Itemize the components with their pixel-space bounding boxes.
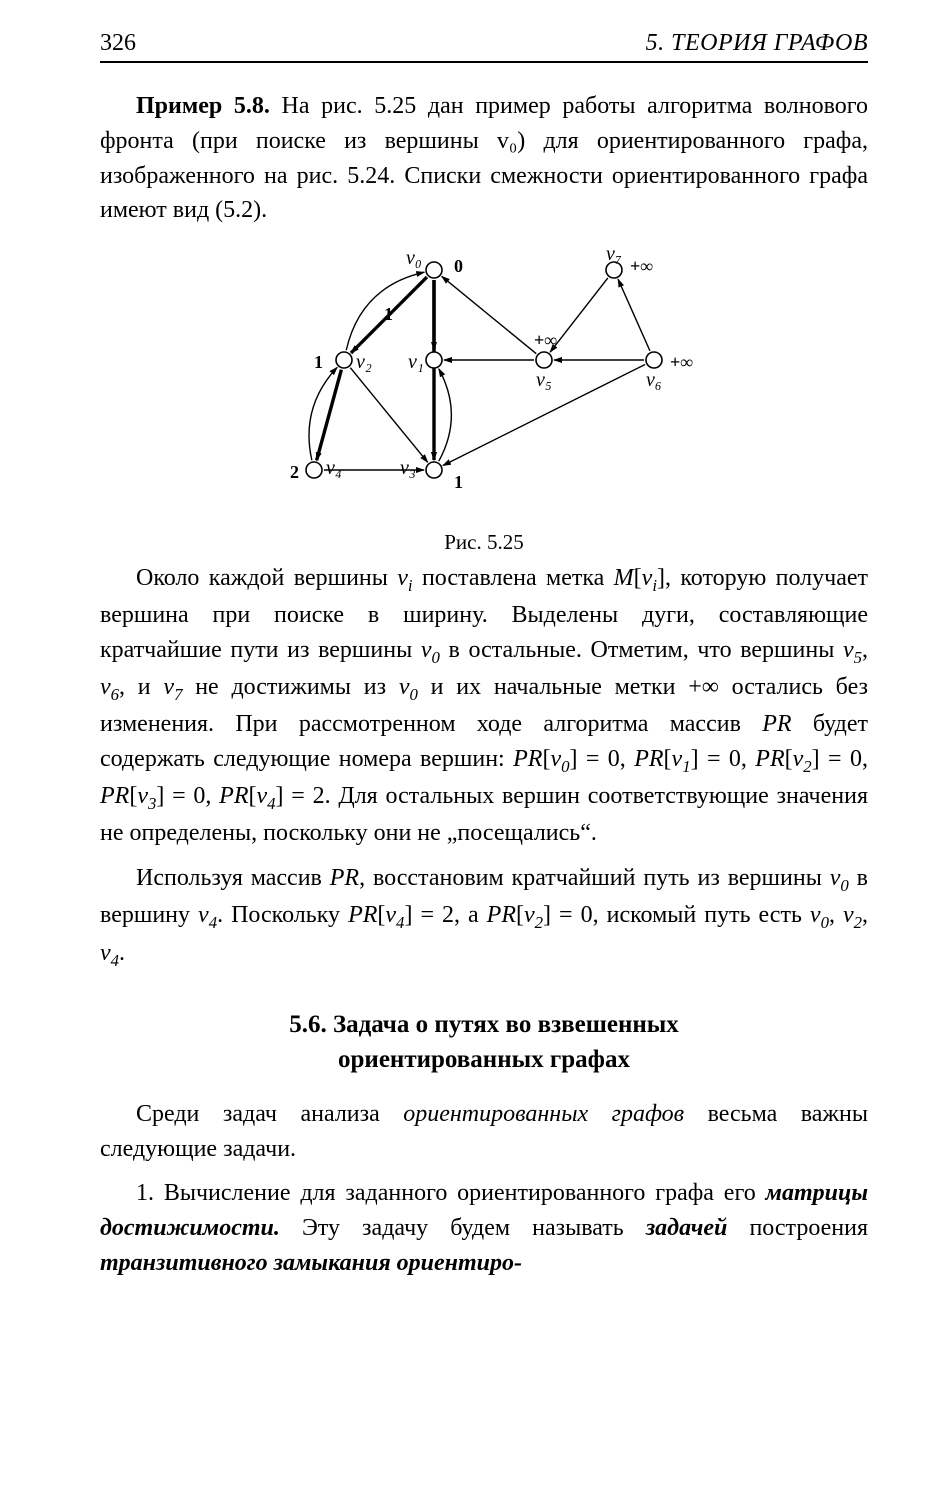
running-head: 326 5. ТЕОРИЯ ГРАФОВ (100, 30, 868, 63)
svg-text:v₄: v₄ (326, 457, 342, 479)
page-number: 326 (100, 30, 136, 57)
figure-caption: Рис. 5.25 (444, 530, 524, 555)
running-title: 5. ТЕОРИЯ ГРАФОВ (646, 30, 868, 57)
paragraph-3: Используя массив PR, восстановим кратчай… (100, 861, 868, 972)
svg-text:0: 0 (454, 256, 463, 276)
svg-text:v₅: v₅ (536, 369, 552, 391)
figure-5-25: v₀ 0 v₁ 1 v₂ 1 v₃ 1 v₄ 2 v₅ +∞ v₆ +∞ v₇ +∞ Рис. 5.25 (100, 240, 868, 555)
svg-text:2: 2 (290, 462, 299, 482)
svg-text:+∞: +∞ (630, 256, 653, 276)
paragraph-example: Пример 5.8. На рис. 5.25 дан пример рабо… (100, 89, 868, 228)
paragraph-5: 1. Вычисление для заданного ориентирован… (100, 1176, 868, 1280)
svg-text:1: 1 (314, 352, 323, 372)
section-title: 5.6. Задача о путях во взвешенных ориент… (100, 1007, 868, 1077)
section-title-line2: ориентированных графах (338, 1046, 630, 1073)
svg-text:+∞: +∞ (534, 330, 557, 350)
section-title-line1: 5.6. Задача о путях во взвешенных (289, 1011, 679, 1038)
example-label: Пример 5.8. (136, 93, 270, 119)
graph-diagram: v₀ 0 v₁ 1 v₂ 1 v₃ 1 v₄ 2 v₅ +∞ v₆ +∞ v₇ +∞ (244, 240, 724, 520)
svg-text:v₁: v₁ (408, 351, 424, 373)
svg-text:v₆: v₆ (646, 369, 662, 391)
paragraph-4: Среди задач анализа ориентированных граф… (100, 1097, 868, 1167)
svg-text:v₀: v₀ (406, 247, 422, 269)
svg-text:+∞: +∞ (670, 352, 693, 372)
svg-text:1: 1 (384, 304, 393, 324)
svg-text:v₂: v₂ (356, 351, 372, 373)
svg-text:v₇: v₇ (606, 243, 622, 265)
svg-text:1: 1 (454, 472, 463, 492)
paragraph-2: Около каждой вершины vi поставлена метка… (100, 561, 868, 851)
page: 326 5. ТЕОРИЯ ГРАФОВ Пример 5.8. На рис.… (0, 0, 938, 1500)
svg-text:v₃: v₃ (400, 457, 416, 479)
